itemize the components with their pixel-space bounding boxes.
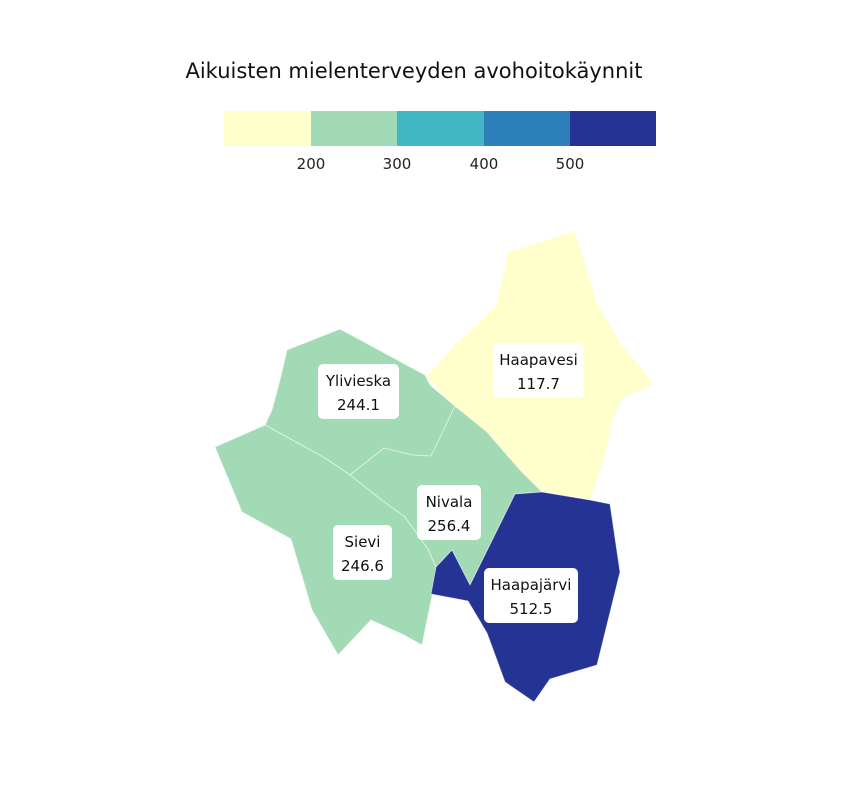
region-label: Sievi 246.6 (333, 525, 392, 580)
region-name: Haapavesi (499, 351, 577, 369)
legend-bin (484, 111, 570, 146)
region-label: Ylivieska 244.1 (318, 364, 399, 419)
region-label: Haapajärvi 512.5 (484, 568, 578, 623)
region-value: 117.7 (517, 375, 560, 393)
region-labels: Haapavesi 117.7 Ylivieska 244.1 Sievi 24… (318, 343, 584, 623)
region-name: Sievi (345, 533, 381, 551)
region-label: Nivala 256.4 (417, 485, 481, 540)
legend-bin (570, 111, 656, 146)
label-box (417, 485, 481, 540)
legend-tick-label: 300 (383, 155, 412, 173)
legend-tick-label: 200 (297, 155, 326, 173)
region-value: 244.1 (337, 396, 380, 414)
color-legend: 200 300 400 500 (224, 111, 656, 173)
legend-bin (397, 111, 484, 146)
map-title: Aikuisten mielenterveyden avohoitokäynni… (185, 59, 642, 83)
region-value: 512.5 (510, 600, 553, 618)
label-box (333, 525, 392, 580)
region-name: Ylivieska (325, 372, 391, 390)
legend-bin (311, 111, 397, 146)
label-box (493, 343, 584, 398)
region-sievi[interactable] (214, 424, 437, 656)
region-label: Haapavesi 117.7 (493, 343, 584, 398)
region-value: 246.6 (341, 557, 384, 575)
region-value: 256.4 (428, 517, 471, 535)
label-box (484, 568, 578, 623)
legend-tick-label: 400 (470, 155, 499, 173)
regions (214, 230, 655, 703)
region-name: Haapajärvi (491, 576, 572, 594)
label-box (318, 364, 399, 419)
legend-tick-label: 500 (556, 155, 585, 173)
legend-bin (224, 111, 311, 146)
region-name: Nivala (426, 493, 473, 511)
